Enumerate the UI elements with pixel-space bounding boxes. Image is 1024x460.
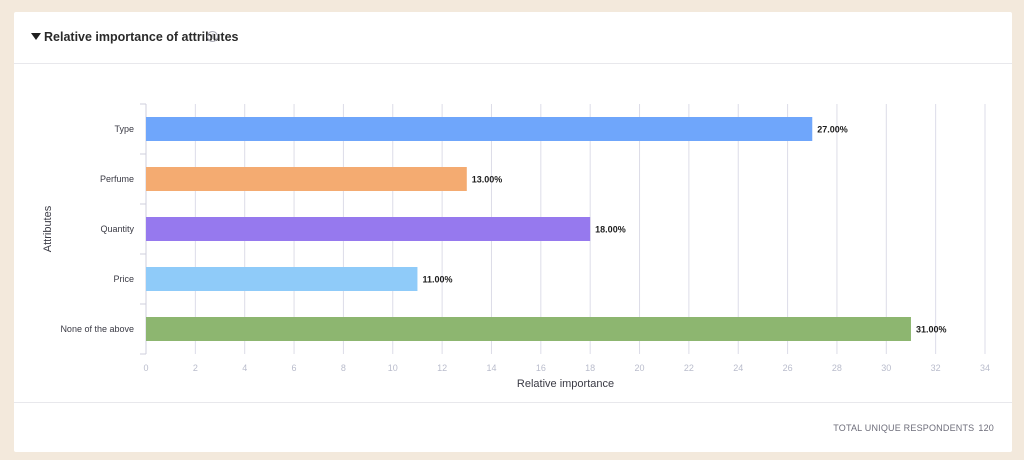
data-label: 18.00% xyxy=(595,225,626,235)
x-tick-label: 0 xyxy=(143,363,148,373)
info-icon[interactable]: i xyxy=(207,31,218,42)
bar-price[interactable] xyxy=(146,267,418,291)
x-tick-label: 6 xyxy=(292,363,297,373)
category-label: Type xyxy=(114,124,134,134)
x-tick-label: 4 xyxy=(242,363,247,373)
x-tick-label: 24 xyxy=(733,363,743,373)
x-tick-label: 26 xyxy=(783,363,793,373)
x-tick-label: 22 xyxy=(684,363,694,373)
card-title: Relative importance of attributes xyxy=(44,30,239,44)
x-tick-label: 12 xyxy=(437,363,447,373)
respondents-count: 120 xyxy=(978,423,994,433)
x-tick-label: 10 xyxy=(388,363,398,373)
card-footer: TOTAL UNIQUE RESPONDENTS 120 xyxy=(14,402,1012,453)
bar-perfume[interactable] xyxy=(146,167,467,191)
category-label: Price xyxy=(113,274,134,284)
bar-none-of-the-above[interactable] xyxy=(146,317,911,341)
data-label: 31.00% xyxy=(916,325,947,335)
x-tick-label: 8 xyxy=(341,363,346,373)
chart-area: Type 27.00% Perfume 13.00% Quantity 18.00% Pri… xyxy=(14,64,1012,402)
category-label: Quantity xyxy=(100,224,134,234)
category-label: None of the above xyxy=(60,324,134,334)
x-tick-label: 16 xyxy=(536,363,546,373)
x-tick-label: 14 xyxy=(486,363,496,373)
category-label: Perfume xyxy=(100,174,134,184)
bar-type[interactable] xyxy=(146,117,813,141)
x-tick-label: 28 xyxy=(832,363,842,373)
x-tick-label: 30 xyxy=(881,363,891,373)
chart-card: Relative importance of attributes i Type… xyxy=(14,12,1012,452)
x-tick-label: 34 xyxy=(980,363,990,373)
bar-chart: Type 27.00% Perfume 13.00% Quantity 18.00% Pri… xyxy=(42,103,990,390)
caret-down-icon[interactable] xyxy=(31,33,41,40)
x-tick-label: 32 xyxy=(931,363,941,373)
x-tick-label: 18 xyxy=(585,363,595,373)
data-label: 27.00% xyxy=(817,125,848,135)
x-tick-label: 20 xyxy=(635,363,645,373)
respondents-label: TOTAL UNIQUE RESPONDENTS xyxy=(833,423,975,433)
data-label: 13.00% xyxy=(472,175,503,185)
bar-quantity[interactable] xyxy=(146,217,591,241)
x-tick-label: 2 xyxy=(193,363,198,373)
data-label: 11.00% xyxy=(422,275,452,285)
respondents-summary: TOTAL UNIQUE RESPONDENTS 120 xyxy=(833,423,994,433)
x-axis-title: Relative importance xyxy=(517,378,614,390)
card-header: Relative importance of attributes i xyxy=(14,12,1012,64)
y-axis-title: Attributes xyxy=(42,205,54,252)
